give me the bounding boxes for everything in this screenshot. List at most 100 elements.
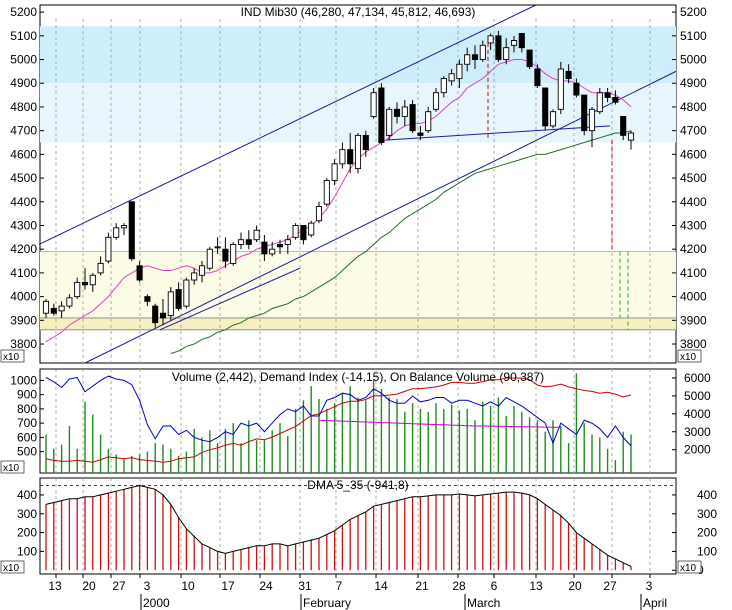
candle-body [308,222,315,236]
candle-body [113,227,120,238]
price-chart-title: IND Mib30 (46,280, 47,134, 45,812, 46,69… [241,5,476,19]
price-tick-label-left: 4800 [10,100,37,114]
dma-tick-label-left: 100 [17,544,37,558]
volume-unit-label: x10 [3,463,20,474]
x-day-label: 20 [568,579,582,593]
candle-body [206,248,213,269]
price-tick-label-right: 5100 [680,29,707,43]
trend-channel-line [384,125,611,141]
volume-tick-label-right: 3000 [684,425,711,439]
price-tick-label-right: 4600 [680,147,707,161]
candle-body [471,54,479,60]
indicator-line [318,419,561,428]
price-tick-label-left: 5100 [10,29,37,43]
candle-body [588,108,596,132]
moving-average-line [45,59,632,343]
trend-channel-line [38,4,537,245]
volume-tick-label-left: 900 [17,388,37,402]
candle-body [89,274,96,286]
candle-body [495,35,502,60]
candle-body [627,132,635,141]
candle-body [456,63,463,79]
candle-body [175,289,182,309]
dma-tick-label-right: 100 [697,544,717,558]
candle-body [74,281,81,298]
candle-body [276,244,284,248]
candle-body [198,265,206,276]
candle-body [354,134,362,170]
volume-tick-label-left: 600 [17,430,37,444]
x-day-label: 10 [181,579,195,593]
volume-tick-label-right: 5000 [684,389,711,403]
candle-body [464,54,471,65]
volume-tick-label-right: 2000 [684,443,711,457]
x-day-label: 13 [48,579,62,593]
price-zone-band [40,317,676,330]
price-tick-label-left: 4000 [10,290,37,304]
volume-tick-label-left: 800 [17,402,37,416]
price-tick-label-left: 5000 [10,53,37,67]
candle-body [347,149,354,165]
candle-body [604,92,611,98]
price-tick-label-left: 3900 [10,313,37,327]
price-tick-label-right: 4700 [680,124,707,138]
price-tick-label-left: 4900 [10,76,37,90]
candle-body [542,87,549,127]
candle-body [409,104,416,132]
candle-body [152,305,159,324]
candle-body [284,239,291,245]
price-tick-label-left: 4500 [10,171,37,185]
candle-body [81,281,89,286]
trend-channel-line [159,267,301,331]
candle-body [620,115,627,136]
candle-body [230,244,237,264]
price-tick-label-right: 4000 [680,290,707,304]
dma-unit-label-right: x10 [680,563,697,574]
indicator-line [45,377,632,463]
x-day-label: 6 [491,579,498,593]
moving-average-line [170,130,632,354]
x-day-label: 31 [298,579,312,593]
candle-body [222,248,229,262]
price-tick-label-right: 4100 [680,266,707,280]
candle-body [300,225,307,241]
candle-body [144,296,151,302]
candle-body [50,308,57,314]
price-tick-label-left: 4700 [10,124,37,138]
x-day-label: 20 [82,579,96,593]
candle-body [66,297,73,307]
candle-body [425,111,432,132]
price-panel: 3800 3800 3900 3900 4000 4000 4100 4100 4200 4200… [0,4,707,364]
volume-chart-title: Volume (2,442), Demand Index (-14,15), O… [172,370,544,384]
dma-tick-label-left: 300 [17,507,37,521]
candle-body [159,312,167,319]
dma-tick-label-right: 200 [697,526,717,540]
candle-body [549,111,557,127]
price-tick-label-right: 4200 [680,242,707,256]
price-zone-band [40,251,676,330]
price-tick-label-right: 4500 [680,171,707,185]
candle-body [370,92,377,117]
candle-body [128,201,135,260]
x-month-label: 2000 [143,596,170,610]
x-month-label: March [467,596,500,610]
dma-unit-label-left: x10 [3,563,20,574]
price-zone-band [40,26,676,84]
trend-channel-line [84,70,677,364]
candle-body [417,132,424,136]
candle-body [362,134,369,151]
volume-panel: 500600700800900100020003000400050006000 … [0,368,711,474]
candle-body [596,92,603,113]
price-tick-label-right: 4400 [680,195,707,209]
candle-body [432,92,440,110]
candle-body [261,241,268,255]
price-tick-label-left: 4200 [10,242,37,256]
candle-body [440,78,447,94]
volume-tick-label-left: 1000 [10,373,37,387]
x-day-label: 3 [646,579,653,593]
candle-body [526,49,533,68]
candle-body [612,97,619,103]
x-day-label: 3 [144,579,151,593]
x-day-label: 17 [221,579,235,593]
candle-body [518,33,525,49]
